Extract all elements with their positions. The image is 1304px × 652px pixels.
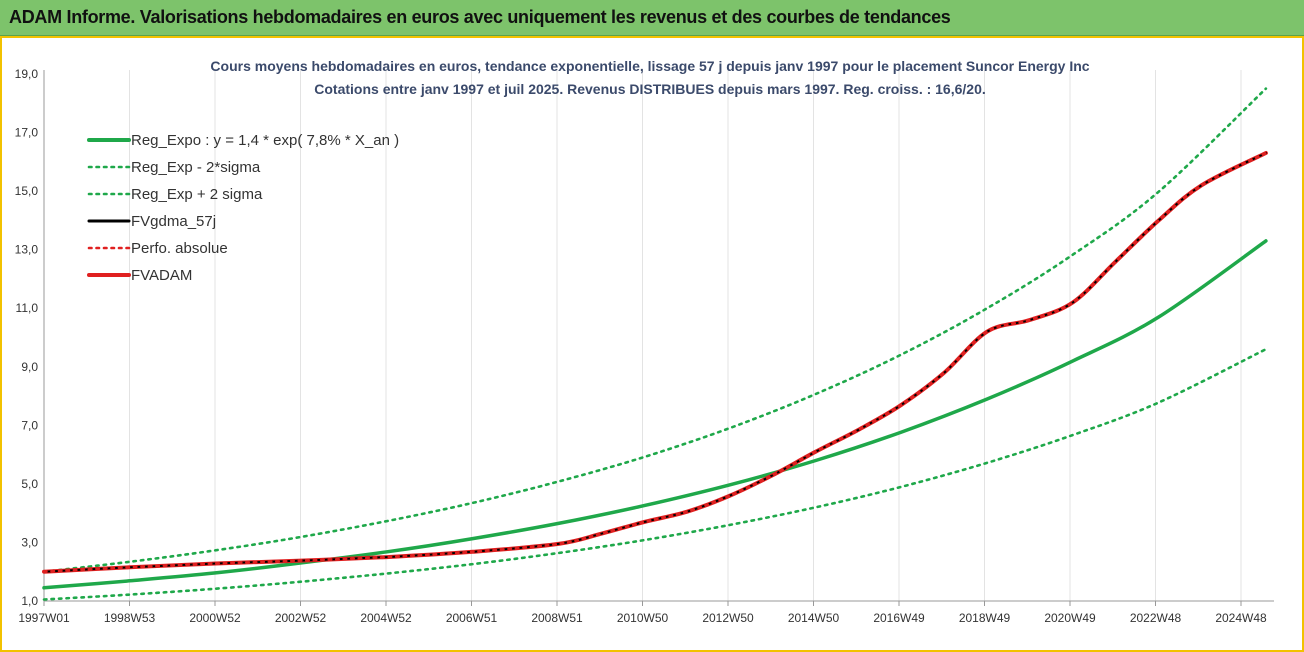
x-tick-label: 2012W50: [702, 611, 754, 625]
legend-label: Perfo. absolue: [131, 240, 228, 257]
x-tick-label: 2014W50: [788, 611, 840, 625]
series-line-2: [42, 87, 1268, 573]
grid: [43, 70, 1242, 601]
x-tick-label: 2018W49: [959, 611, 1011, 625]
chart-subtitle: Cotations entre janv 1997 et juil 2025. …: [314, 81, 986, 97]
y-tick-label: 3,0: [21, 535, 38, 549]
legend-label: Reg_Exp + 2 sigma: [131, 186, 263, 203]
legend-label: FVADAM: [131, 267, 192, 284]
chart-frame: [0, 36, 1304, 652]
x-tick-label: 2006W51: [446, 611, 498, 625]
legend-label: FVgdma_57j: [131, 213, 216, 230]
x-tick-label: 2002W52: [275, 611, 327, 625]
x-tick-label: 2000W52: [189, 611, 241, 625]
x-tick-label: 2010W50: [617, 611, 669, 625]
legend: Reg_Expo : y = 1,4 * exp( 7,8% * X_an ) R…: [87, 132, 399, 284]
axes: 1997W01 1998W53 2000W52 2002W52 2004W52 2006W…: [15, 67, 1274, 625]
y-tick-label: 7,0: [21, 418, 38, 432]
x-tick-label: 2022W48: [1130, 611, 1182, 625]
y-tick-label: 15,0: [15, 184, 39, 198]
x-tick-label: 2004W52: [360, 611, 412, 625]
page-title: ADAM Informe. Valorisations hebdomadaire…: [9, 7, 951, 27]
series-group: [42, 87, 1268, 601]
x-tick-label: 1997W01: [18, 611, 70, 625]
y-tick-label: 13,0: [15, 243, 39, 257]
x-tick-label: 2016W49: [873, 611, 925, 625]
x-tick-label: 2008W51: [531, 611, 583, 625]
chart-title: Cours moyens hebdomadaires en euros, ten…: [210, 58, 1089, 74]
series-line-4: [42, 151, 1268, 573]
y-tick-label: 9,0: [21, 360, 38, 374]
y-tick-label: 1,0: [21, 594, 38, 608]
series-line-3: [43, 152, 1267, 573]
y-tick-label: 11,0: [16, 301, 39, 315]
series-line-1: [42, 347, 1268, 601]
y-tick-label: 19,0: [15, 67, 39, 81]
y-tick-label: 17,0: [15, 126, 39, 140]
x-tick-label: 2020W49: [1044, 611, 1096, 625]
legend-label: Reg_Expo : y = 1,4 * exp( 7,8% * X_an ): [131, 132, 399, 149]
series-line-5: [42, 151, 1268, 574]
x-tick-label: 1998W53: [104, 611, 156, 625]
series-line-0: [42, 239, 1268, 590]
title-bar: ADAM Informe. Valorisations hebdomadaire…: [0, 0, 1304, 36]
y-tick-label: 5,0: [21, 477, 38, 491]
legend-label: Reg_Exp - 2*sigma: [131, 159, 261, 176]
x-tick-label: 2024W48: [1215, 611, 1267, 625]
